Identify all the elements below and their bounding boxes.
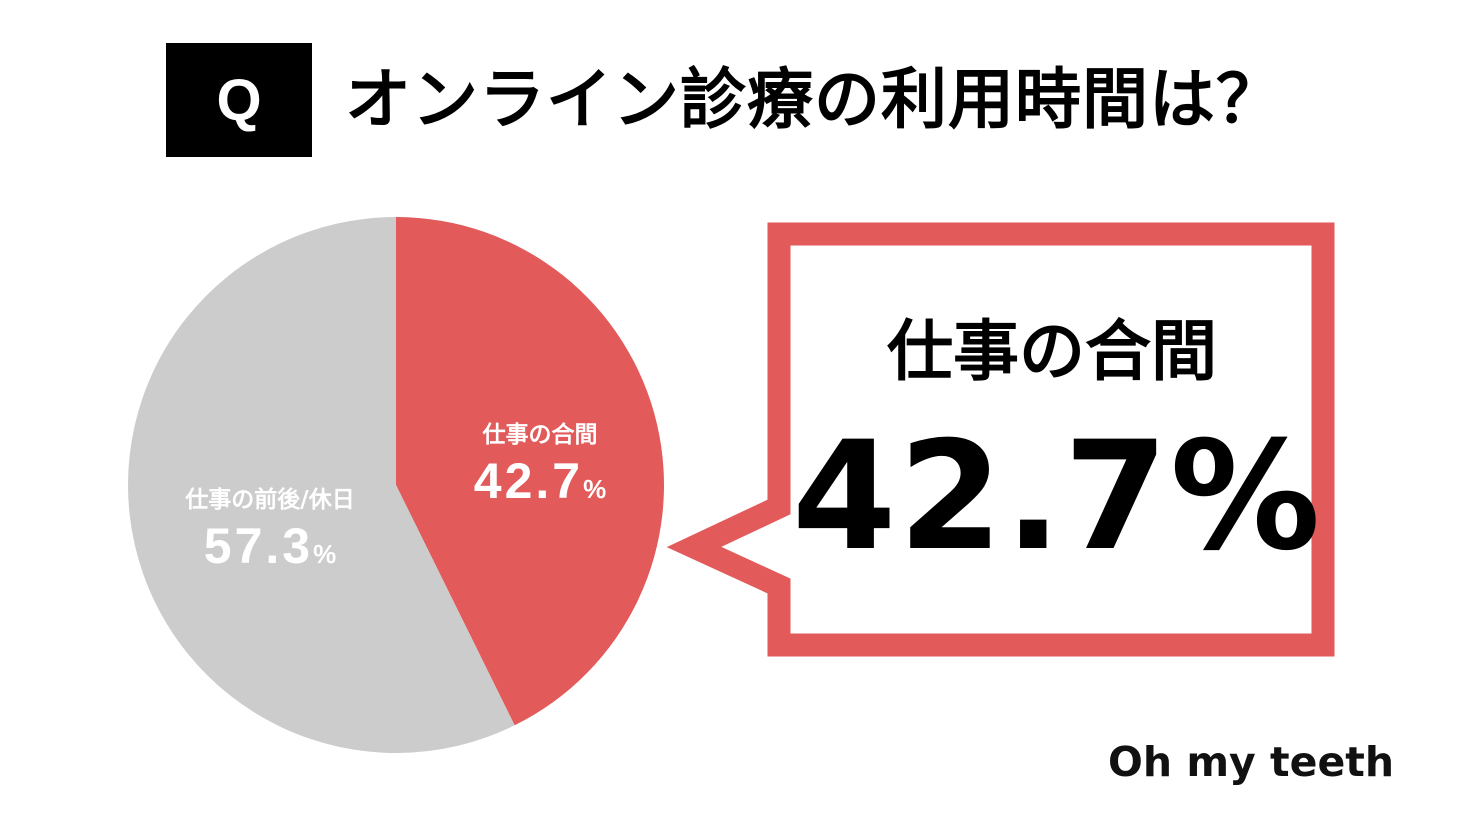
- page-title: オンライン診療の利用時間は？: [345, 61, 1283, 138]
- slice-value: 57.3%: [145, 515, 395, 585]
- slice-value-number: 42.7: [473, 453, 584, 509]
- callout-value: 42.7%: [792, 410, 1323, 584]
- brand-logo: Oh my teeth: [1108, 738, 1395, 786]
- slice-value-unit: %: [583, 474, 607, 504]
- question-badge: Q: [166, 43, 312, 157]
- callout-bubble: [666, 222, 1335, 657]
- callout-box: [666, 222, 1335, 657]
- pie-slice-before-after-holiday: [127, 217, 515, 753]
- callout-content: 仕事の合間 42.7%: [792, 245, 1323, 633]
- pie-slices: [127, 217, 664, 753]
- slice-category: 仕事の合間: [482, 422, 598, 448]
- slice-value: 42.7%: [440, 450, 640, 520]
- slice-category: 仕事の前後/休日: [185, 487, 355, 513]
- slice-value-number: 57.3: [203, 518, 314, 574]
- callout-category: 仕事の合間: [887, 313, 1217, 390]
- pie-slice-work-break: [396, 217, 664, 726]
- slice-value-unit: %: [313, 539, 337, 569]
- slice-label-work-break: 仕事の合間 42.7%: [440, 420, 640, 520]
- slice-label-before-after-holiday: 仕事の前後/休日 57.3%: [145, 485, 395, 585]
